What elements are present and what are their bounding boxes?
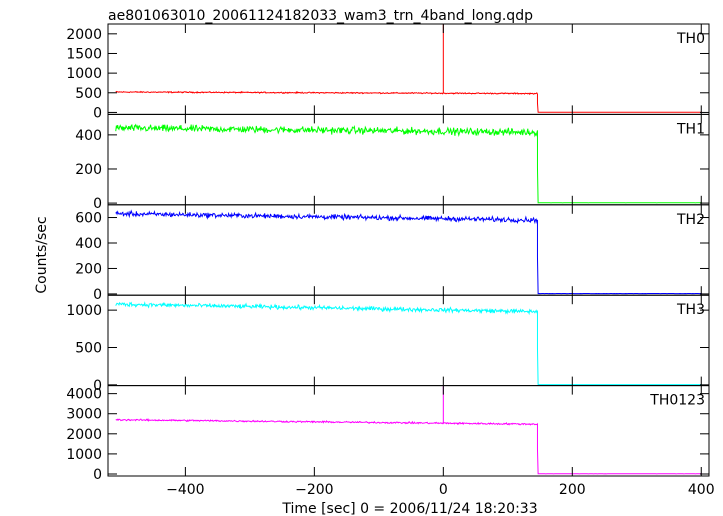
trace-th0 (115, 24, 702, 113)
y-tick-label: 1000 (66, 66, 102, 82)
y-tick-label: 2000 (66, 427, 102, 443)
panel-label: TH0123 (649, 393, 705, 409)
y-tick-label: 200 (75, 162, 102, 178)
y-tick-label: 1500 (66, 46, 102, 62)
y-tick-label: 600 (75, 211, 102, 227)
y-tick-label: 500 (75, 340, 102, 356)
y-tick-label: 400 (75, 128, 102, 144)
y-tick-label: 3000 (66, 407, 102, 423)
trace-th2 (115, 209, 702, 295)
y-tick-label: 1000 (66, 447, 102, 463)
y-axis-label: Counts/sec (34, 216, 50, 293)
y-tick-label: 200 (75, 261, 102, 277)
x-axis-label: Time [sec] 0 = 2006/11/24 18:20:33 (281, 501, 537, 516)
x-tick-label: −200 (295, 482, 333, 498)
x-tick-label: 400 (688, 482, 715, 498)
panel-th2: 0 200 400 600 TH2 (75, 204, 710, 303)
panel-th3: 0 500 1000 TH3 (66, 294, 710, 394)
y-tick-label: 2000 (66, 27, 102, 43)
y-tick-label: 0 (93, 467, 102, 483)
panel-frame (107, 23, 710, 115)
trace-th1 (115, 123, 702, 204)
y-tick-label: 400 (75, 236, 102, 252)
panel-label: TH1 (676, 121, 705, 137)
x-tick-label: 0 (439, 482, 448, 498)
trace-th3 (115, 301, 702, 386)
panel-frame (107, 113, 710, 206)
trace-th0123 (115, 385, 702, 475)
x-tick-label: 200 (559, 482, 586, 498)
y-tick-label: 1000 (66, 303, 102, 319)
panel-th0123: 0 1000 2000 3000 4000 TH0123 (66, 385, 710, 483)
chart-title: ae801063010_20061124182033_wam3_trn_4ban… (108, 8, 533, 24)
y-tick-label: 0 (93, 105, 102, 121)
y-tick-label: 0 (93, 378, 102, 394)
y-tick-label: 0 (93, 287, 102, 303)
y-tick-label: 4000 (66, 387, 102, 403)
panel-frame (107, 294, 710, 387)
panel-frame (107, 385, 710, 477)
panel-label: TH2 (676, 212, 705, 228)
y-tick-label: 0 (93, 196, 102, 212)
panel-label: TH3 (676, 302, 705, 318)
x-tick-label: −400 (166, 482, 204, 498)
panel-th0: 0 500 1000 1500 2000 TH0 (66, 23, 710, 121)
panel-label: TH0 (676, 31, 705, 47)
panel-th1: 0 200 400 TH1 (75, 113, 710, 212)
y-tick-label: 500 (75, 86, 102, 102)
